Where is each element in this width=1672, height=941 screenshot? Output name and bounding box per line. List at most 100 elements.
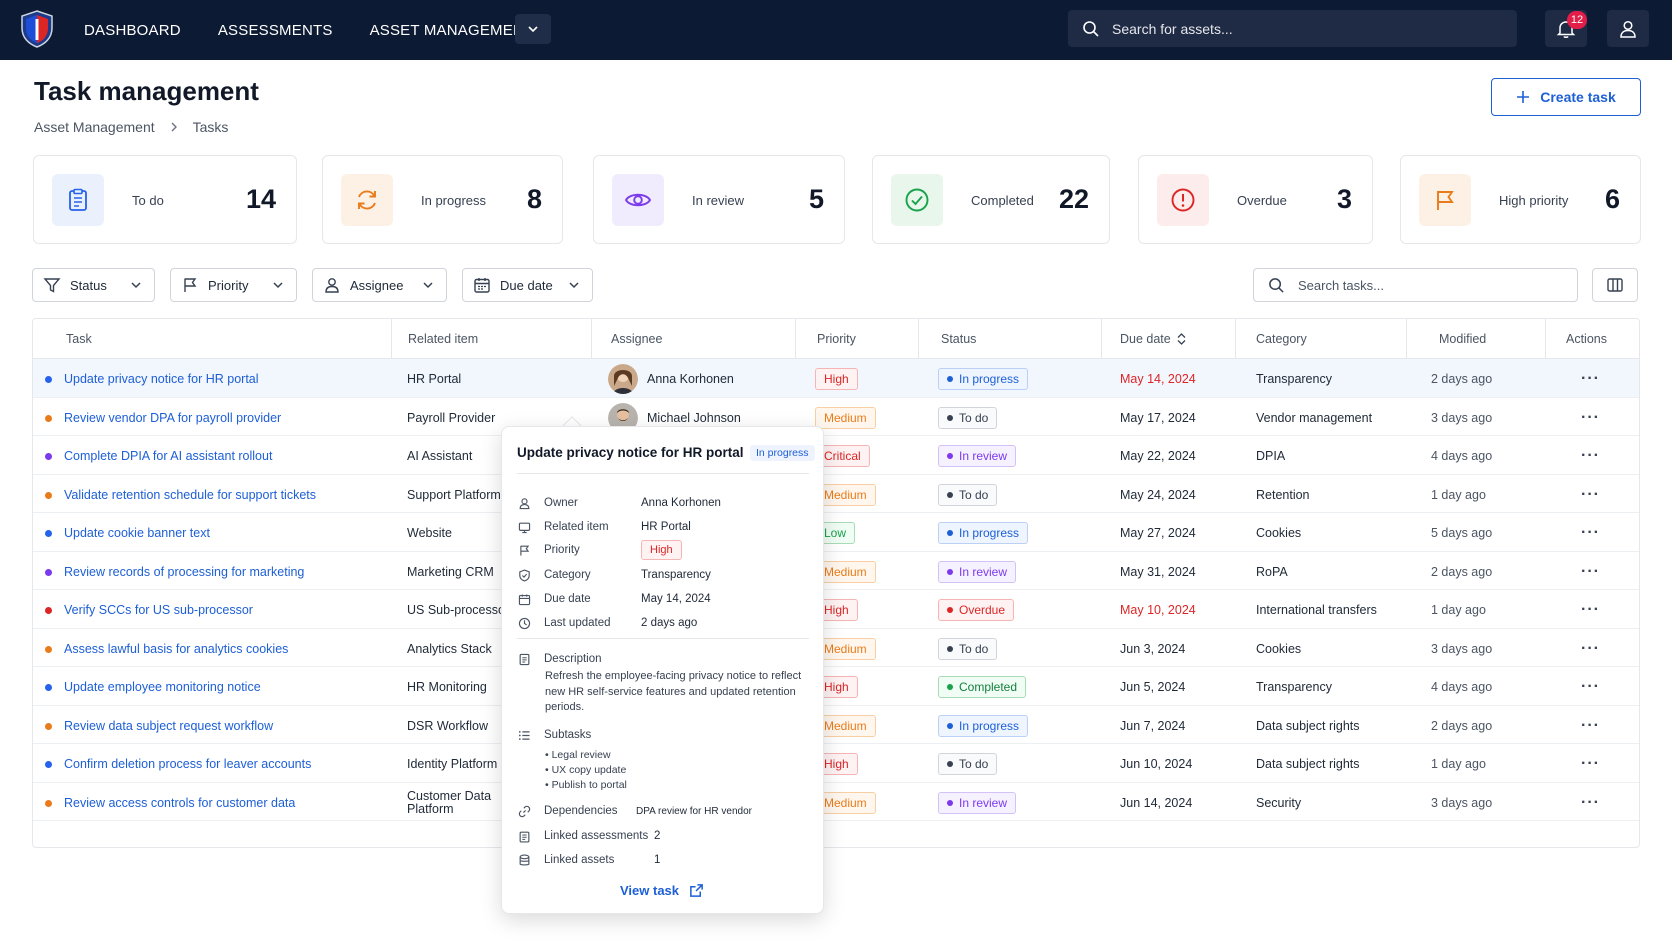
table-row[interactable]: Verify SCCs for US sub-processor US Sub-p… — [33, 590, 1639, 629]
related-item[interactable]: Marketing CRM — [407, 564, 494, 579]
view-task-link[interactable]: View task — [620, 883, 704, 898]
task-link[interactable]: Update privacy notice for HR portal — [64, 372, 259, 386]
status-label: Overdue — [959, 603, 1006, 617]
nav-asset-management[interactable]: ASSET MANAGEMENT — [369, 21, 534, 39]
table-row[interactable]: Review records of processing for marketi… — [33, 552, 1639, 590]
row-actions-button[interactable]: ··· — [1581, 408, 1600, 426]
due-date: Jun 14, 2024 — [1120, 795, 1193, 810]
table-row[interactable]: Assess lawful basis for analytics cookie… — [33, 629, 1639, 667]
stat-value: 5 — [808, 184, 824, 214]
column-header-due-date[interactable]: Due date — [1120, 319, 1186, 359]
status-badge: In progress — [938, 714, 1029, 737]
related-item[interactable]: US Sub-processor — [407, 603, 510, 617]
table-row[interactable]: Update cookie banner text Website Low In pr… — [33, 513, 1639, 552]
table-row[interactable]: Update employee monitoring notice HR Moni… — [33, 667, 1639, 706]
table-row[interactable]: Review data subject request workflow DSR … — [33, 706, 1639, 744]
priority-filter[interactable]: Priority — [170, 268, 297, 302]
related-item[interactable]: Identity Platform — [407, 757, 498, 771]
table-row[interactable]: Confirm deletion process for leaver acco… — [33, 744, 1639, 783]
stat-card-overdue[interactable]: Overdue 3 — [1138, 155, 1373, 244]
status-badge: Overdue — [938, 599, 1015, 621]
status-dot — [947, 568, 953, 575]
task-link[interactable]: Confirm deletion process for leaver acco… — [64, 757, 312, 771]
row-actions-button[interactable]: ··· — [1581, 678, 1600, 695]
task-link[interactable]: Update employee monitoring notice — [64, 680, 261, 694]
table-row[interactable]: Update privacy notice for HR portal HR Po… — [33, 359, 1639, 398]
breadcrumb-asset-management[interactable]: Asset Management — [34, 119, 155, 135]
status-filter[interactable]: Status — [32, 268, 155, 302]
related-item[interactable]: Customer Data Platform — [407, 788, 492, 816]
category: Cookies — [1256, 641, 1302, 656]
column-header-priority[interactable]: Priority — [817, 332, 856, 346]
column-header-status[interactable]: Status — [941, 332, 977, 346]
related-item[interactable]: HR Monitoring — [407, 680, 487, 694]
task-search — [1253, 268, 1578, 302]
due-date-filter[interactable]: Due date — [462, 268, 593, 302]
popover-dependencies-value[interactable]: DPA review for HR vendor — [636, 805, 752, 817]
related-item[interactable]: Website — [407, 526, 452, 540]
task-link[interactable]: Verify SCCs for US sub-processor — [64, 603, 253, 617]
priority-badge: Critical — [815, 445, 870, 467]
stat-card-high-priority[interactable]: High priority 6 — [1400, 155, 1641, 244]
row-actions-button[interactable]: ··· — [1581, 447, 1600, 464]
stat-card-completed[interactable]: Completed 22 — [872, 155, 1110, 244]
table-row[interactable]: Review vendor DPA for payroll provider Pa… — [33, 398, 1639, 436]
task-link[interactable]: Review vendor DPA for payroll provider — [64, 410, 282, 425]
status-dot — [947, 761, 953, 767]
assignee-filter[interactable]: Assignee — [312, 268, 447, 302]
task-search-input[interactable] — [1298, 277, 1558, 293]
stat-value: 3 — [1336, 184, 1352, 214]
task-link[interactable]: Validate retention schedule for support … — [64, 487, 316, 502]
create-task-button[interactable]: Create task — [1491, 78, 1641, 116]
row-actions-button[interactable]: ··· — [1581, 601, 1600, 618]
task-link[interactable]: Update cookie banner text — [64, 526, 210, 540]
table-row[interactable]: Review access controls for customer data… — [33, 783, 1639, 821]
stat-card-to-do[interactable]: To do 14 — [33, 155, 297, 244]
popover-description-label: Description — [544, 653, 602, 665]
stat-card-in-review[interactable]: In review 5 — [593, 155, 845, 244]
columns-toggle-button[interactable] — [1592, 268, 1638, 302]
related-item[interactable]: Payroll Provider — [407, 410, 496, 425]
row-actions-button[interactable]: ··· — [1581, 755, 1600, 772]
row-actions-button[interactable]: ··· — [1581, 639, 1600, 657]
row-actions-button[interactable]: ··· — [1581, 485, 1600, 503]
nav-assessments[interactable]: ASSESSMENTS — [217, 21, 333, 39]
related-item[interactable]: AI Assistant — [407, 449, 473, 463]
asset-search-input[interactable] — [1112, 20, 1492, 37]
popover-due-row: Due date May 14, 2024 — [518, 589, 711, 609]
row-actions-button[interactable]: ··· — [1581, 793, 1600, 811]
row-actions-button[interactable]: ··· — [1581, 716, 1600, 734]
popover-dependencies-label: Dependencies — [544, 805, 618, 817]
column-header-related-item[interactable]: Related item — [408, 332, 479, 346]
nav-more-button[interactable] — [515, 14, 551, 44]
table-row[interactable]: Complete DPIA for AI assistant rollout AI… — [33, 436, 1639, 475]
column-header-assignee[interactable]: Assignee — [611, 332, 663, 346]
status-label: To do — [959, 641, 989, 656]
related-item[interactable]: Support Platform — [407, 487, 501, 502]
column-header-modified[interactable]: Modified — [1439, 332, 1487, 346]
priority-badge: Medium — [815, 714, 876, 737]
due-date: May 31, 2024 — [1120, 564, 1196, 579]
row-actions-button[interactable]: ··· — [1581, 524, 1600, 541]
link-icon — [518, 805, 531, 817]
priority-badge: Low — [815, 522, 856, 544]
task-link[interactable]: Review records of processing for marketi… — [64, 564, 305, 579]
status-badge: In review — [938, 560, 1017, 583]
row-actions-button[interactable]: ··· — [1581, 370, 1600, 387]
user-menu-button[interactable] — [1607, 10, 1649, 47]
task-link[interactable]: Review access controls for customer data — [64, 795, 296, 810]
notifications-button[interactable]: 12 — [1545, 10, 1587, 47]
column-header-task[interactable]: Task — [66, 332, 92, 346]
task-link[interactable]: Review data subject request workflow — [64, 718, 274, 733]
stat-card-in-progress[interactable]: In progress 8 — [322, 155, 563, 244]
task-link[interactable]: Assess lawful basis for analytics cookie… — [64, 641, 289, 656]
table-row[interactable]: Validate retention schedule for support … — [33, 475, 1639, 513]
row-actions-button[interactable]: ··· — [1581, 562, 1600, 580]
related-item[interactable]: Analytics Stack — [407, 641, 492, 656]
related-item[interactable]: HR Portal — [407, 372, 462, 386]
task-link[interactable]: Complete DPIA for AI assistant rollout — [64, 449, 273, 463]
nav-dashboard[interactable]: DASHBOARD — [84, 21, 181, 39]
shield-logo-icon[interactable] — [20, 10, 54, 48]
related-item[interactable]: DSR Workflow — [407, 718, 489, 733]
column-header-category[interactable]: Category — [1256, 332, 1307, 346]
